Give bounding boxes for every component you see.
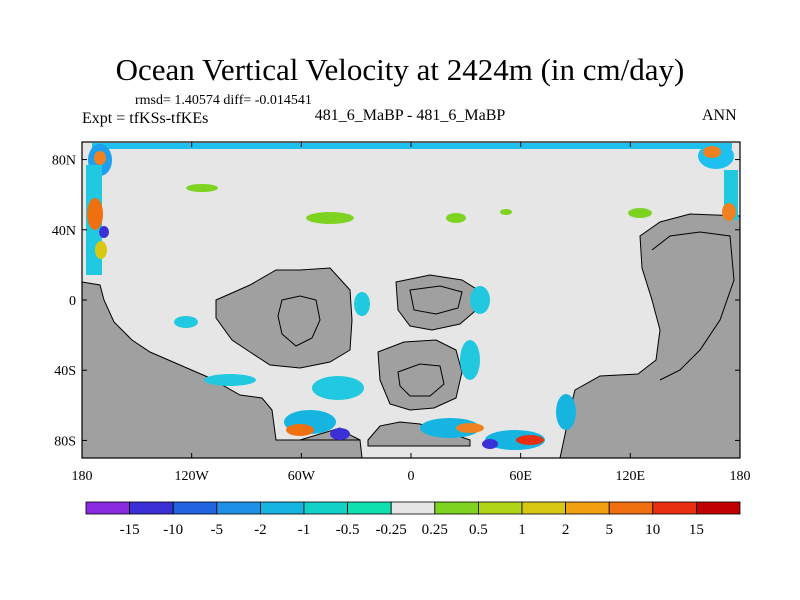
coastline-africa: [409, 285, 463, 315]
colorbar-box: [129, 501, 174, 515]
y-tick-label: 40S: [54, 364, 76, 379]
x-tick-label: 60E: [509, 469, 532, 484]
colorbar-box: [521, 501, 566, 515]
colorbar-label: -5: [211, 522, 224, 538]
x-tick-label: 180: [730, 469, 751, 484]
stats-label: rmsd= 1.40574 diff= -0.014541: [135, 93, 312, 108]
colorbar-box: [608, 501, 654, 515]
patch-cyan-1: [174, 316, 198, 328]
experiment-label: Expt = tfKSs-tfKEs: [82, 110, 209, 127]
patch-nw-warm: [94, 151, 106, 165]
case-label: 481_6_MaBP - 481_6_MaBP: [314, 107, 506, 124]
colorbar-box: [303, 501, 348, 515]
land-masses: [81, 213, 741, 459]
patch-green-2: [306, 212, 354, 224]
patch-green-1: [186, 184, 218, 192]
land-central-block: [215, 267, 353, 369]
chart-title: Ocean Vertical Velocity at 2424m (in cm/…: [115, 52, 685, 87]
patch-green-5: [628, 208, 652, 218]
colorbar-label: 5: [605, 522, 613, 538]
y-tick-label: 80S: [54, 434, 76, 449]
axes: 180 120W 60W 0 60E 120E 180 80N 40N 0 40S 80S: [52, 142, 751, 484]
patch-cyan-4: [354, 292, 370, 316]
colorbar-box: [434, 501, 479, 515]
coastlines: [277, 231, 735, 397]
patch-cyan-3: [312, 376, 364, 400]
colorbar-box: [696, 501, 741, 515]
velocity-patches: [86, 143, 738, 450]
x-tick-label: 180: [72, 469, 93, 484]
colorbar-box: [216, 501, 261, 515]
patch-cyan-5: [470, 286, 490, 314]
colorbar-label: 15: [689, 522, 704, 538]
patch-west-cold: [99, 226, 109, 238]
colorbar-box: [652, 501, 697, 515]
colorbar-box: [259, 501, 305, 515]
patch-south-warm-3: [516, 435, 544, 445]
colorbar-box: [477, 501, 523, 515]
x-tick-label: 120W: [175, 469, 210, 484]
colorbar-label: 1: [518, 522, 526, 538]
x-tick-label: 0: [408, 469, 415, 484]
land-west-america: [81, 281, 363, 459]
land-africa-south: [377, 339, 463, 411]
colorbar-label: 0.5: [469, 522, 488, 538]
patch-south-2: [420, 418, 480, 438]
colorbar-label: -1: [298, 522, 311, 538]
colorbar-box: [172, 501, 218, 515]
colorbar-label: -10: [163, 522, 183, 538]
patch-east-warm: [722, 203, 736, 221]
colorbar-box: [565, 501, 610, 515]
colorbar-label: -15: [120, 522, 140, 538]
colorbar-label: -2: [254, 522, 267, 538]
colorbar-label: -0.25: [376, 522, 407, 538]
colorbar-label: 10: [645, 522, 660, 538]
land-east-block: [559, 213, 741, 459]
y-tick-label: 80N: [52, 154, 76, 169]
patch-north-boundary: [92, 143, 732, 149]
patch-cyan-6: [460, 340, 480, 380]
patch-south-warm-1: [286, 424, 314, 436]
patch-south-warm-2: [456, 423, 484, 433]
patch-west-warm-1: [87, 198, 103, 230]
colorbar-label: -0.5: [336, 522, 360, 538]
patch-west-warm-2: [95, 241, 107, 259]
coastline-east: [651, 231, 735, 381]
colorbar-box: [85, 501, 130, 515]
y-tick-label: 40N: [52, 224, 76, 239]
patch-green-4: [500, 209, 512, 215]
patch-south-4: [556, 394, 576, 430]
season-label: ANN: [702, 107, 737, 124]
coastline-central: [277, 295, 321, 347]
colorbar: -15 -10 -5 -2 -1 -0.5 -0.25 0.25 0.5 1 2 5 10 15: [85, 501, 741, 538]
colorbar-box: [347, 501, 392, 515]
colorbar-label: 2: [562, 522, 570, 538]
colorbar-label: 0.25: [422, 522, 448, 538]
x-tick-label: 60W: [288, 469, 316, 484]
x-tick-label: 120E: [616, 469, 646, 484]
patch-south-cold-2: [482, 439, 498, 449]
patch-south-cold-1: [330, 428, 350, 440]
colorbar-box: [390, 501, 436, 515]
y-tick-label: 0: [69, 294, 76, 309]
patch-cyan-2: [204, 374, 256, 386]
patch-green-3: [446, 213, 466, 223]
coastline-africa-south: [397, 363, 445, 397]
patch-ne-warm: [703, 146, 721, 158]
